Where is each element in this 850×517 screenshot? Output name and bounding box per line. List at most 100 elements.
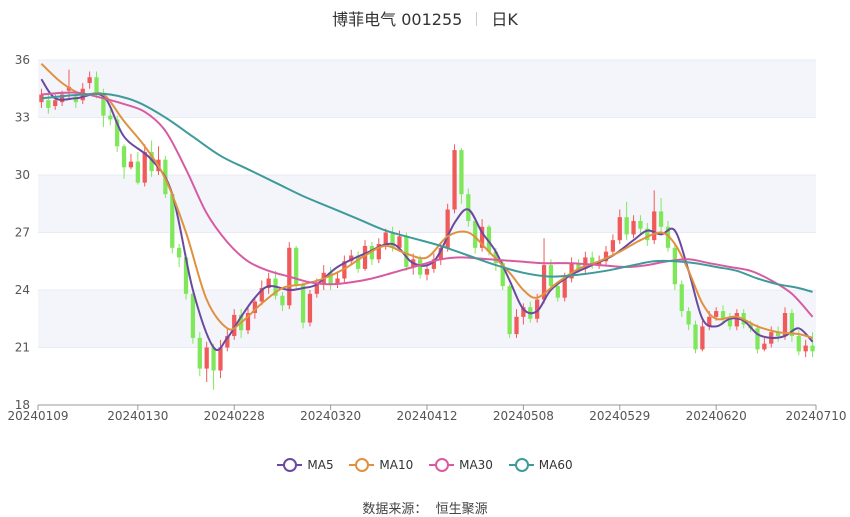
x-tick-label: 20240620 <box>686 409 747 423</box>
candle-body <box>404 236 409 267</box>
candle-body <box>328 272 333 285</box>
x-tick-label: 20240710 <box>785 409 846 423</box>
source-value: 恒生聚源 <box>435 502 488 517</box>
candle-body <box>466 194 471 221</box>
candle-body <box>383 232 388 244</box>
candle-body <box>128 161 134 168</box>
candle-body <box>638 221 643 229</box>
candle-body <box>204 347 209 369</box>
candle-body <box>115 119 120 147</box>
ma-line-ma30 <box>41 91 814 318</box>
candle-body <box>225 336 230 348</box>
candle-body <box>810 345 815 352</box>
legend-item-ma10[interactable]: MA10 <box>349 458 413 472</box>
candle-body <box>307 293 313 323</box>
chart-title: 博菲电气 001255 日K <box>0 6 850 30</box>
candle-body <box>142 152 147 183</box>
title-separator <box>476 12 478 26</box>
candle-body <box>362 245 368 269</box>
candle-body <box>445 209 450 248</box>
candle-body <box>775 332 781 336</box>
candle-body <box>190 293 196 338</box>
candle-body <box>590 257 595 266</box>
candle-body <box>314 284 319 294</box>
candle-body <box>218 347 223 371</box>
candle-body <box>438 247 443 260</box>
candles <box>39 69 815 390</box>
candle-body <box>280 295 285 306</box>
candle-body <box>349 255 354 262</box>
candle-body <box>397 236 402 248</box>
candle-body <box>170 194 175 248</box>
moving-averages <box>40 63 814 352</box>
candle-body <box>479 226 485 248</box>
candle-body <box>94 77 99 93</box>
x-tick-label: 20240109 <box>7 409 68 423</box>
candle-body <box>796 336 801 352</box>
candle-body <box>500 263 505 287</box>
legend-swatch-ma60 <box>508 458 534 472</box>
legend-item-ma5[interactable]: MA5 <box>277 458 334 472</box>
candle-body <box>46 100 51 108</box>
x-tick-label: 20240508 <box>493 409 554 423</box>
candle-body <box>211 347 216 371</box>
candle-body <box>645 228 650 241</box>
candle-body <box>431 259 437 269</box>
candle-body <box>259 288 264 302</box>
candle-body <box>335 278 340 285</box>
candle-body <box>569 263 574 279</box>
candle-body <box>521 307 526 317</box>
candle-body <box>59 94 65 103</box>
candle-body <box>459 150 464 195</box>
legend-item-ma60[interactable]: MA60 <box>508 458 573 472</box>
candle-body <box>576 263 581 269</box>
candle-body <box>631 221 636 235</box>
y-tick-label: 27 <box>15 226 30 240</box>
candle-body <box>762 343 767 350</box>
y-tick-label: 33 <box>15 111 30 125</box>
legend-label-ma60: MA60 <box>538 458 573 472</box>
y-tick-label: 24 <box>15 283 30 297</box>
candle-body <box>135 161 140 183</box>
candle-body <box>672 247 677 285</box>
legend-label-ma5: MA5 <box>307 458 334 472</box>
ma-line-ma5 <box>40 78 814 352</box>
legend-swatch-ma10 <box>349 458 375 472</box>
candle-body <box>624 217 629 235</box>
candle-body <box>266 278 271 289</box>
candle-body <box>252 301 258 313</box>
x-tick-label: 20240130 <box>107 409 168 423</box>
candle-body <box>417 259 423 275</box>
candle-body <box>652 211 657 241</box>
candle-body <box>300 284 306 323</box>
candle-body <box>245 313 251 331</box>
y-tick-label: 36 <box>15 53 30 67</box>
candle-body <box>514 316 519 335</box>
candle-body <box>197 337 202 369</box>
data-source: 数据来源： 恒生聚源 <box>0 498 850 517</box>
candle-body <box>452 150 457 210</box>
y-tick-label: 30 <box>15 168 30 182</box>
candle-body <box>356 255 361 269</box>
stock-name: 博菲电气 001255 <box>332 10 463 29</box>
candle-body <box>789 313 795 336</box>
grid-band <box>38 290 816 348</box>
candle-body <box>108 115 113 120</box>
candle-body <box>720 311 726 319</box>
legend-swatch-ma5 <box>277 458 303 472</box>
legend-label-ma30: MA30 <box>459 458 493 472</box>
candle-body <box>53 100 58 106</box>
candle-body <box>734 313 739 327</box>
grid-band <box>38 175 816 233</box>
axes: 18 21 24 27 30 33 36 20240109 20240130 20240228 20… <box>7 53 846 423</box>
candle-body <box>727 318 733 327</box>
candle-body <box>369 245 375 260</box>
x-tick-label: 20240320 <box>300 409 361 423</box>
candle-body <box>555 286 560 298</box>
ma-line-ma60 <box>41 92 813 293</box>
y-tick-label: 21 <box>15 341 30 355</box>
legend-item-ma30[interactable]: MA30 <box>429 458 493 472</box>
grid-band <box>38 60 816 118</box>
x-tick-label: 20240412 <box>396 409 457 423</box>
